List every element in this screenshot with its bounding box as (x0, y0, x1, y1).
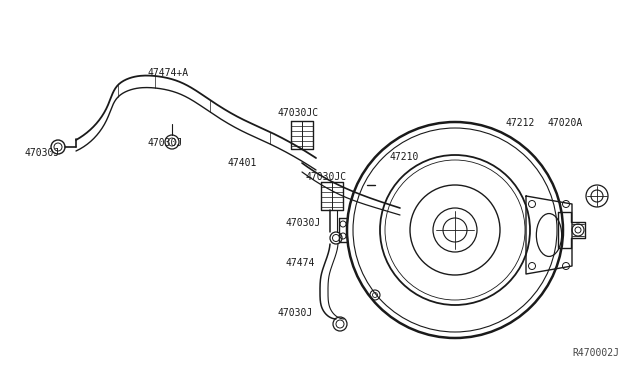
Text: 47401: 47401 (228, 158, 257, 168)
Text: 47474+A: 47474+A (148, 68, 189, 78)
Text: R470002J: R470002J (572, 348, 619, 358)
Text: 47212: 47212 (505, 118, 534, 128)
Text: 47210: 47210 (390, 152, 419, 162)
Text: 47474: 47474 (285, 258, 314, 268)
Text: 47030JC: 47030JC (305, 172, 346, 182)
Text: 47030J: 47030J (285, 218, 320, 228)
Text: 47020A: 47020A (548, 118, 583, 128)
Text: 47030JC: 47030JC (278, 108, 319, 118)
Text: 47030J: 47030J (148, 138, 183, 148)
Text: 47030J: 47030J (278, 308, 313, 318)
Text: 47030J: 47030J (24, 148, 60, 158)
